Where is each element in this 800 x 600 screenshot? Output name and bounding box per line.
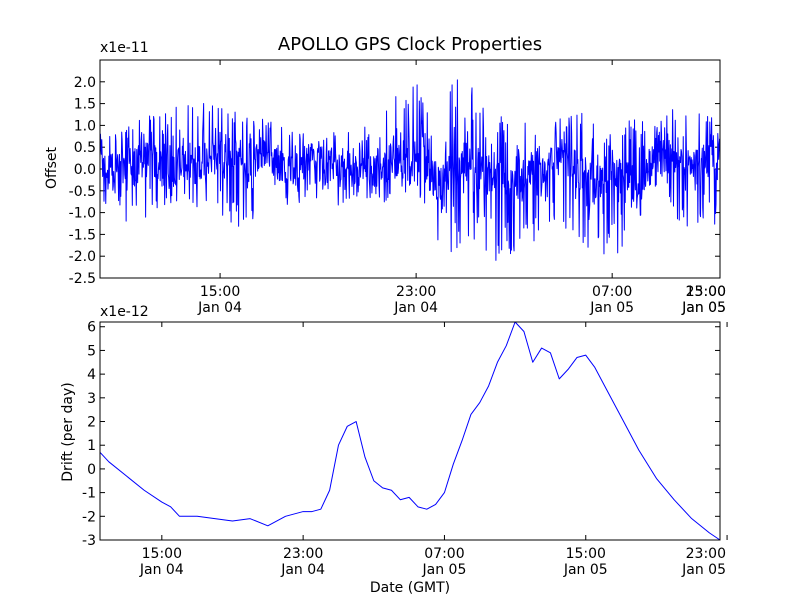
drift-xtick-date-label: Jan 05 xyxy=(563,562,608,578)
drift-scale-label: x1e-12 xyxy=(100,304,149,320)
offset-xtick-date-label: Jan 05 xyxy=(589,300,634,316)
offset-ylabel: Offset xyxy=(44,146,60,189)
offset-xtick-time-label: 15:00 xyxy=(686,284,726,300)
drift-xtick-time-label: 23:00 xyxy=(283,546,323,562)
drift-ytick-label: 0 xyxy=(87,462,96,478)
drift-ytick-label: 4 xyxy=(87,367,96,383)
drift-axes-frame xyxy=(99,321,721,541)
drift-panel: x1e-12 Drift (per day) Date (GMT) 6 5 4 3 2 1… xyxy=(60,304,728,596)
drift-ytick-label: 5 xyxy=(87,343,96,359)
drift-xtick-date-label: Jan 05 xyxy=(422,562,467,578)
offset-ytick-label: -0.5 xyxy=(69,184,96,200)
offset-xtick-date-label: Jan 05 xyxy=(681,300,726,316)
offset-ytick-label: 2.0 xyxy=(74,75,96,91)
drift-xtick-time-label: 23:00 xyxy=(686,546,726,562)
drift-xtick-time-label: 15:00 xyxy=(142,546,182,562)
offset-ytick-label: -2.5 xyxy=(69,271,96,287)
drift-xtick-date-label: Jan 05 xyxy=(681,562,726,578)
offset-ytick-label: 0.5 xyxy=(74,140,96,156)
offset-ytick-label: 1.5 xyxy=(74,97,96,113)
offset-plot-area: 2.0 1.5 1.0 0.5 0.0 -0.5 -1.0 -1.5 -2.0 -2.5 15:00… xyxy=(69,60,726,316)
offset-ytick-label: 1.0 xyxy=(74,118,96,134)
drift-ylabel: Drift (per day) xyxy=(60,382,76,481)
offset-ytick-label: 0.0 xyxy=(74,162,96,178)
offset-xtick-date-label: Jan 04 xyxy=(197,300,242,316)
offset-xtick-date-label: Jan 04 xyxy=(393,300,438,316)
offset-xtick-time-label: 23:00 xyxy=(396,284,436,300)
drift-xtick-time-label: 07:00 xyxy=(424,546,464,562)
drift-ytick-label: -2 xyxy=(82,509,96,525)
offset-xtick-time-label: 23:00 xyxy=(686,284,726,300)
drift-ytick-label: -3 xyxy=(82,533,96,549)
drift-ytick-label: -1 xyxy=(82,486,96,502)
drift-ytick-label: 6 xyxy=(87,320,96,336)
offset-ytick-label: -1.0 xyxy=(69,206,96,222)
drift-xlabel: Date (GMT) xyxy=(370,580,450,596)
figure-title: APOLLO GPS Clock Properties xyxy=(278,34,542,55)
offset-xtick-date-label: Jan 05 xyxy=(681,300,726,316)
offset-axes-frame xyxy=(99,59,721,279)
offset-panel: x1e-11 Offset 2.0 1.5 1.0 0.5 0.0 -0.5 -1.0 -1.… xyxy=(44,40,726,316)
offset-xtick-time-label: 07:00 xyxy=(592,284,632,300)
drift-xtick-date-label: Jan 04 xyxy=(139,562,184,578)
drift-ytick-label: 3 xyxy=(87,391,96,407)
offset-scale-label: x1e-11 xyxy=(100,40,149,56)
drift-ytick-label: 1 xyxy=(87,438,96,454)
offset-xtick-time-label: 15:00 xyxy=(200,284,240,300)
drift-ytick-label: 2 xyxy=(87,415,96,431)
offset-ytick-label: -1.5 xyxy=(69,227,96,243)
offset-series-line xyxy=(99,79,721,261)
drift-xtick-time-label: 15:00 xyxy=(566,546,606,562)
drift-series-line xyxy=(99,321,721,541)
offset-ytick-label: -2.0 xyxy=(69,249,96,265)
drift-xtick-date-label: Jan 04 xyxy=(280,562,325,578)
